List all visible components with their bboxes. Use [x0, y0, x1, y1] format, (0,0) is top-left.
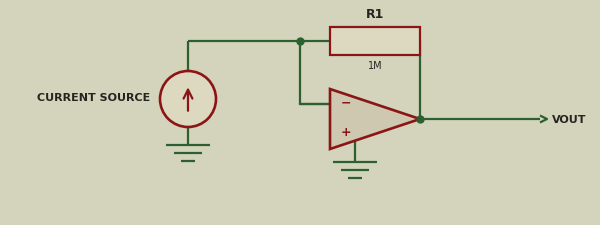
- Text: CURRENT SOURCE: CURRENT SOURCE: [37, 93, 150, 103]
- Text: +: +: [341, 126, 352, 139]
- Polygon shape: [330, 90, 420, 149]
- Circle shape: [160, 72, 216, 127]
- Text: VOUT: VOUT: [552, 115, 587, 124]
- Text: −: −: [341, 96, 351, 109]
- Text: 1M: 1M: [368, 61, 382, 71]
- Text: R1: R1: [366, 7, 384, 20]
- Bar: [330, 28, 420, 56]
